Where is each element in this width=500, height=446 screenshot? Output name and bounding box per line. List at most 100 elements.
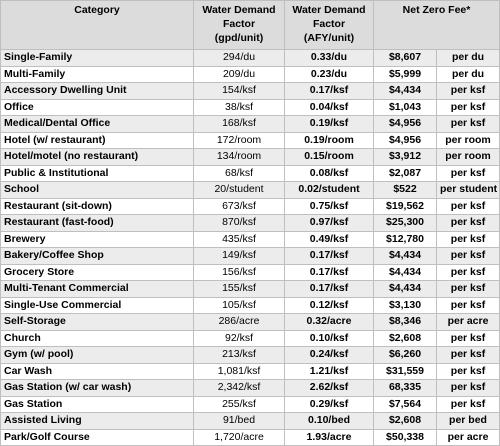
table-row: Medical/Dental Office 168/ksf 0.19/ksf $4,9… — [0, 115, 500, 133]
table-row: Gas Station 255/ksf 0.29/ksf $7,564 per ksf — [0, 395, 500, 413]
gpd-factor-cell: 155/ksf — [193, 280, 285, 298]
table-row: Hotel (w/ restaurant) 172/room 0.19/room $4… — [0, 131, 500, 149]
table-row: Restaurant (fast-food) 870/ksf 0.97/ksf $25… — [0, 214, 500, 232]
gpd-factor-cell: 673/ksf — [193, 197, 285, 215]
fee-unit-cell: per ksf — [436, 329, 500, 347]
category-cell: Gas Station — [0, 395, 194, 413]
afy-factor-cell: 0.33/du — [284, 49, 374, 67]
fee-unit-cell: per ksf — [436, 197, 500, 215]
gpd-factor-cell: 68/ksf — [193, 164, 285, 182]
afy-factor-cell: 1.93/acre — [284, 428, 374, 446]
table-row: Multi-Tenant Commercial 155/ksf 0.17/ksf $4… — [0, 280, 500, 298]
fee-amount-cell: $25,300 — [373, 214, 437, 232]
afy-factor-cell: 0.17/ksf — [284, 280, 374, 298]
table-row: Accessory Dwelling Unit 154/ksf 0.17/ksf $4… — [0, 82, 500, 100]
table-header: Category Water Demand Factor (gpd/unit) … — [0, 0, 500, 50]
fee-amount-cell: $4,956 — [373, 131, 437, 149]
category-cell: School — [0, 181, 194, 199]
afy-factor-cell: 0.15/room — [284, 148, 374, 166]
afy-factor-cell: 0.10/ksf — [284, 329, 374, 347]
category-cell: Multi-Tenant Commercial — [0, 280, 194, 298]
header-gpd-factor: Water Demand Factor (gpd/unit) — [193, 0, 285, 50]
fee-unit-cell: per ksf — [436, 164, 500, 182]
afy-factor-cell: 0.49/ksf — [284, 230, 374, 248]
category-cell: Grocery Store — [0, 263, 194, 281]
afy-factor-cell: 0.32/acre — [284, 313, 374, 331]
afy-factor-cell: 0.04/ksf — [284, 98, 374, 116]
category-cell: Restaurant (sit-down) — [0, 197, 194, 215]
table-row: Grocery Store 156/ksf 0.17/ksf $4,434 per ks… — [0, 263, 500, 281]
fee-unit-cell: per du — [436, 49, 500, 67]
gpd-factor-cell: 156/ksf — [193, 263, 285, 281]
category-cell: Office — [0, 98, 194, 116]
fee-unit-cell: per ksf — [436, 98, 500, 116]
header-afy-factor: Water Demand Factor (AFY/unit) — [284, 0, 374, 50]
gpd-factor-cell: 294/du — [193, 49, 285, 67]
table-row: Bakery/Coffee Shop 149/ksf 0.17/ksf $4,434 p… — [0, 247, 500, 265]
gpd-factor-cell: 92/ksf — [193, 329, 285, 347]
header-gpd-line-1: Water Demand — [202, 4, 276, 16]
category-cell: Single-Use Commercial — [0, 296, 194, 314]
fee-unit-cell: per room — [436, 148, 500, 166]
header-gpd-line-3: (gpd/unit) — [214, 32, 264, 44]
gpd-factor-cell: 286/acre — [193, 313, 285, 331]
table-row: Car Wash 1,081/ksf 1.21/ksf $31,559 per ksf — [0, 362, 500, 380]
fee-unit-cell: per ksf — [436, 82, 500, 100]
gpd-factor-cell: 870/ksf — [193, 214, 285, 232]
table-row: Public & Institutional 68/ksf 0.08/ksf $2,0… — [0, 164, 500, 182]
header-afy-line-2: Factor — [312, 18, 346, 30]
afy-factor-cell: 0.17/ksf — [284, 247, 374, 265]
gpd-factor-cell: 91/bed — [193, 412, 285, 430]
afy-factor-cell: 0.97/ksf — [284, 214, 374, 232]
category-cell: Gas Station (w/ car wash) — [0, 379, 194, 397]
fee-amount-cell: $6,260 — [373, 346, 437, 364]
category-cell: Self-Storage — [0, 313, 194, 331]
table-row: School 20/student 0.02/student $522 per stud… — [0, 181, 500, 199]
fee-amount-cell: $50,338 — [373, 428, 437, 446]
header-afy-line-3: (AFY/unit) — [303, 32, 355, 44]
fee-unit-cell: per du — [436, 65, 500, 83]
header-row: Category Water Demand Factor (gpd/unit) … — [0, 0, 500, 50]
table-row: Single-Family 294/du 0.33/du $8,607 per du — [0, 49, 500, 67]
fee-amount-cell: $7,564 — [373, 395, 437, 413]
header-afy-line-1: Water Demand — [292, 4, 366, 16]
category-cell: Hotel/motel (no restaurant) — [0, 148, 194, 166]
fee-amount-cell: $12,780 — [373, 230, 437, 248]
afy-factor-cell: 2.62/ksf — [284, 379, 374, 397]
gpd-factor-cell: 168/ksf — [193, 115, 285, 133]
fee-unit-cell: per ksf — [436, 362, 500, 380]
table-row: Park/Golf Course 1,720/acre 1.93/acre $50,3… — [0, 428, 500, 446]
gpd-factor-cell: 134/room — [193, 148, 285, 166]
fee-unit-cell: per ksf — [436, 280, 500, 298]
afy-factor-cell: 0.17/ksf — [284, 263, 374, 281]
table-row: Church 92/ksf 0.10/ksf $2,608 per ksf — [0, 329, 500, 347]
fee-unit-cell: per bed — [436, 412, 500, 430]
afy-factor-cell: 0.19/room — [284, 131, 374, 149]
category-cell: Gym (w/ pool) — [0, 346, 194, 364]
table-row: Hotel/motel (no restaurant) 134/room 0.15/… — [0, 148, 500, 166]
gpd-factor-cell: 38/ksf — [193, 98, 285, 116]
fee-amount-cell: $2,608 — [373, 412, 437, 430]
fee-unit-cell: per student — [436, 181, 500, 199]
gpd-factor-cell: 172/room — [193, 131, 285, 149]
gpd-factor-cell: 154/ksf — [193, 82, 285, 100]
gpd-factor-cell: 2,342/ksf — [193, 379, 285, 397]
fee-amount-cell: $4,434 — [373, 82, 437, 100]
category-cell: Accessory Dwelling Unit — [0, 82, 194, 100]
gpd-factor-cell: 1,081/ksf — [193, 362, 285, 380]
afy-factor-cell: 0.12/ksf — [284, 296, 374, 314]
gpd-factor-cell: 255/ksf — [193, 395, 285, 413]
gpd-factor-cell: 213/ksf — [193, 346, 285, 364]
category-cell: Assisted Living — [0, 412, 194, 430]
fee-amount-cell: 68,335 — [373, 379, 437, 397]
afy-factor-cell: 0.19/ksf — [284, 115, 374, 133]
table-row: Gym (w/ pool) 213/ksf 0.24/ksf $6,260 per ks… — [0, 346, 500, 364]
afy-factor-cell: 1.21/ksf — [284, 362, 374, 380]
header-category: Category — [0, 0, 194, 50]
fee-unit-cell: per acre — [436, 428, 500, 446]
gpd-factor-cell: 149/ksf — [193, 247, 285, 265]
fee-amount-cell: $19,562 — [373, 197, 437, 215]
fee-unit-cell: per ksf — [436, 346, 500, 364]
afy-factor-cell: 0.29/ksf — [284, 395, 374, 413]
